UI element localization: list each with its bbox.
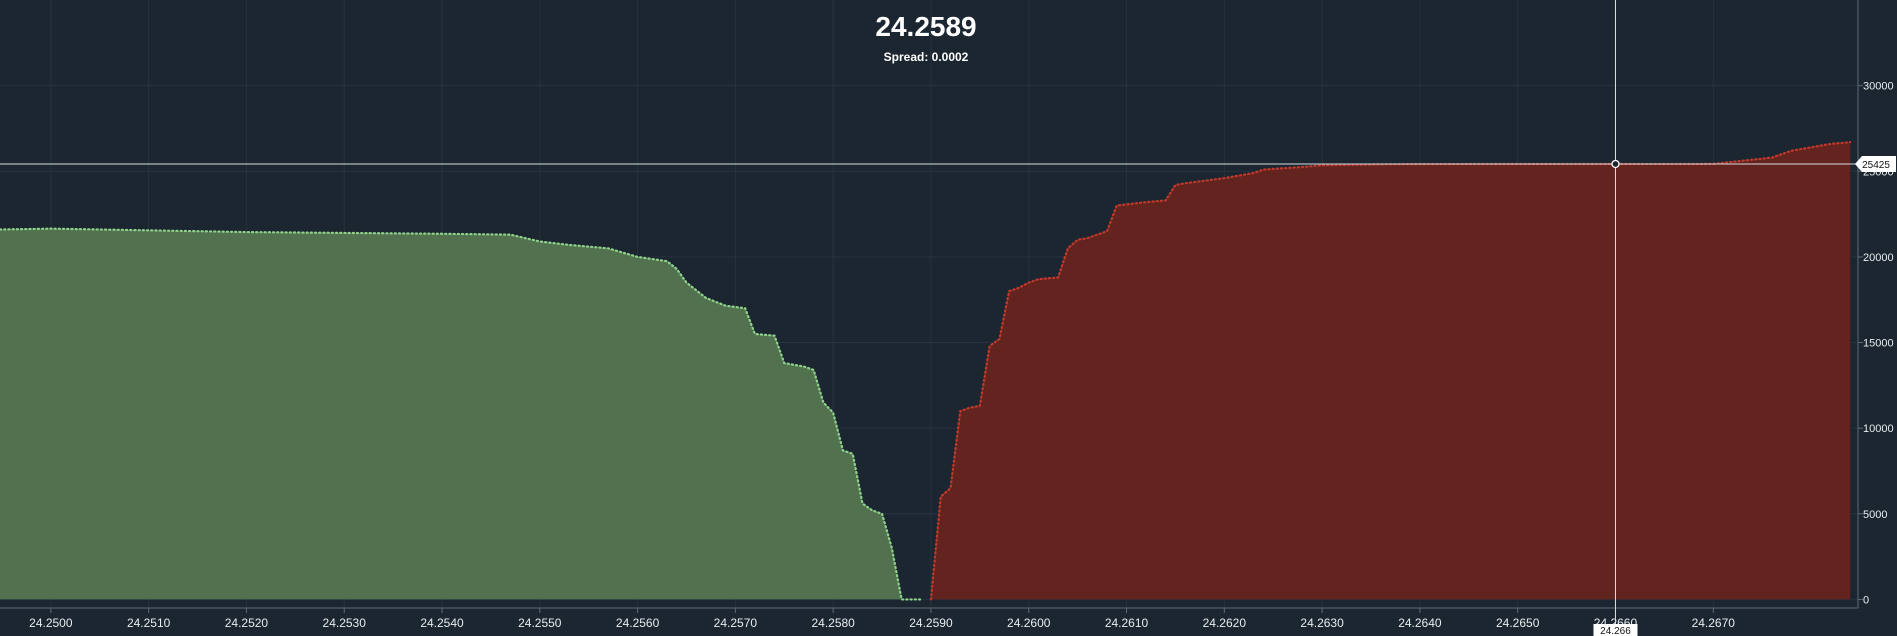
y-tick-label: 15000 xyxy=(1863,338,1894,350)
x-tick-label: 24.2560 xyxy=(616,616,660,630)
bid-line xyxy=(0,227,923,601)
spread-label: Spread: 0.0002 xyxy=(884,50,969,64)
x-tick-label: 24.2640 xyxy=(1398,616,1442,630)
x-tick-label: 24.2540 xyxy=(420,616,464,630)
x-tick-label: 24.2520 xyxy=(225,616,269,630)
volume-tag xyxy=(1855,155,1896,172)
x-tick-label: 24.2530 xyxy=(323,616,367,630)
x-tick-label: 24.2600 xyxy=(1007,616,1051,630)
x-tick-label: 24.2570 xyxy=(714,616,758,630)
x-tick-label: 24.2590 xyxy=(909,616,953,630)
x-tick-label: 24.2580 xyxy=(811,616,855,630)
x-tick-label: 24.2550 xyxy=(518,616,562,630)
ask-area xyxy=(930,142,1851,600)
mid-price: 24.2589 xyxy=(875,11,976,42)
x-tick-label: 24.2670 xyxy=(1692,616,1736,630)
y-tick-label: 10000 xyxy=(1863,423,1894,435)
x-axis-ticks: 24.2500 24.2510 24.2520 24.2530 24.2540 24.25… xyxy=(29,608,1735,630)
price-tag-label: 24.266 xyxy=(1600,626,1631,636)
y-tick-label: 30000 xyxy=(1863,81,1894,93)
crosshair-point xyxy=(1611,159,1620,169)
x-tick-label: 24.2610 xyxy=(1105,616,1149,630)
x-tick-label: 24.2500 xyxy=(29,616,73,630)
x-tick-label: 24.2510 xyxy=(127,616,171,630)
x-tick-label: 24.2630 xyxy=(1300,616,1344,630)
x-tick-label: 24.2620 xyxy=(1203,616,1247,630)
y-tick-label: 0 xyxy=(1863,594,1869,606)
y-tick-label: 5000 xyxy=(1863,509,1887,521)
y-tick-label: 20000 xyxy=(1863,252,1894,264)
bid-series xyxy=(0,227,923,601)
volume-tag-label: 25425 xyxy=(1862,160,1890,171)
ask-line xyxy=(929,141,1852,601)
bid-area xyxy=(0,228,922,600)
price-tag xyxy=(1593,624,1638,636)
ask-series xyxy=(929,141,1852,601)
x-tick-label: 24.2650 xyxy=(1496,616,1540,630)
